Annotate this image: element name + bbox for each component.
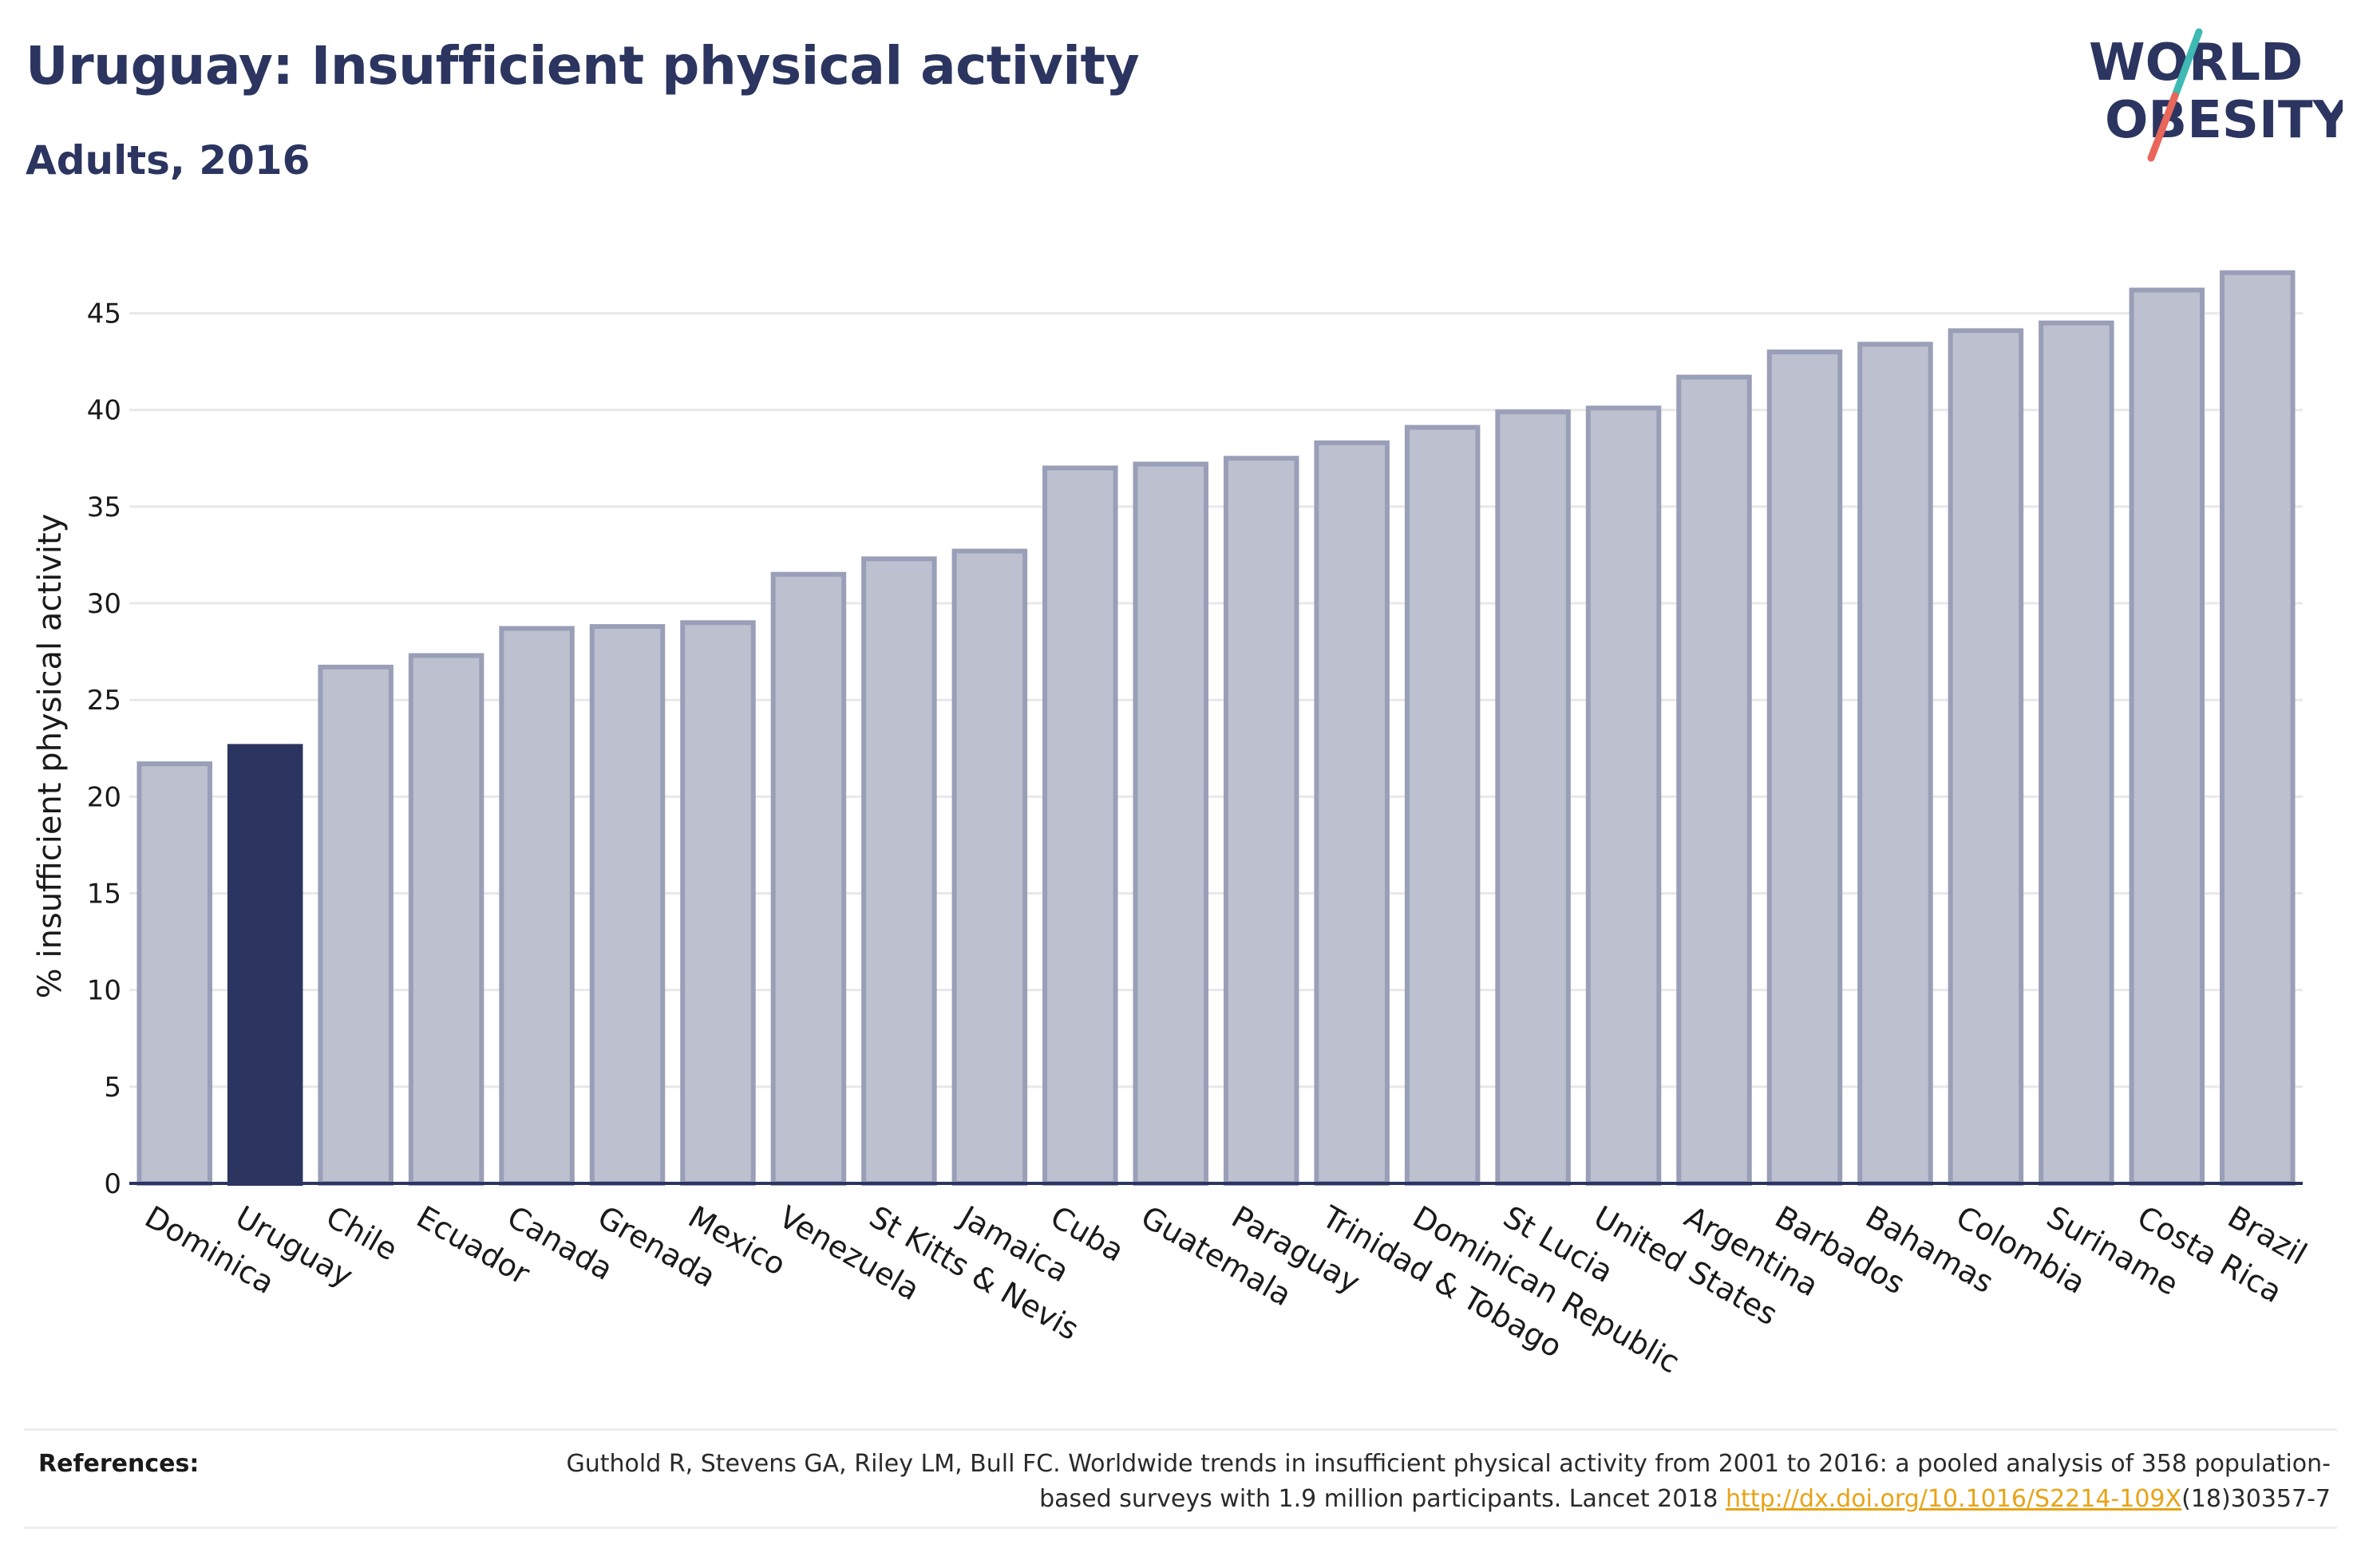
chart-subtitle: Adults, 2016 [26, 137, 310, 184]
y-axis-label: % insufficient physical activity [32, 514, 69, 999]
y-tick-label: 20 [87, 781, 121, 813]
bar-costa-rica [2129, 287, 2205, 1186]
reference-citation: Guthold R, Stevens GA, Riley LM, Bull FC… [495, 1447, 2331, 1517]
bar-cuba [1042, 465, 1118, 1186]
references-label: References: [38, 1450, 200, 1478]
bar-grenada [589, 624, 666, 1186]
gridlines [129, 312, 2303, 1088]
world-obesity-logo: WORLD OBESITY [2087, 24, 2350, 168]
y-tick-labels: 0 5 10 15 20 25 30 35 40 45 [87, 298, 121, 1200]
reference-text: Guthold R, Stevens GA, Riley LM, Bull FC… [566, 1450, 2331, 1513]
bar-st-lucia [1495, 409, 1571, 1186]
y-tick-label: 15 [87, 879, 121, 910]
y-tick-label: 10 [87, 975, 121, 1007]
y-tick-label: 25 [87, 685, 121, 717]
bar-colombia [1948, 328, 2024, 1187]
bar-mexico [680, 620, 756, 1186]
y-tick-label: 30 [87, 588, 121, 620]
bars [136, 270, 2296, 1187]
logo-text-obesity: OBESITY [2105, 91, 2343, 150]
bar-trinidad-tobago [1314, 440, 1390, 1186]
y-tick-label: 35 [87, 492, 121, 523]
bar-united-states [1585, 405, 1662, 1187]
bar-uruguay [227, 744, 303, 1186]
y-tick-label: 0 [104, 1168, 121, 1200]
bar-dominica [136, 761, 212, 1186]
reference-text-suffix: (18)30357-7 [2181, 1485, 2331, 1513]
bar-bahamas [1857, 342, 1933, 1186]
bar-paraguay [1223, 456, 1299, 1186]
bar-ecuador [408, 653, 484, 1186]
y-tick-label: 45 [87, 298, 121, 330]
bar-brazil [2220, 270, 2296, 1186]
chart-title: Uruguay: Insufficient physical activity [26, 35, 1140, 97]
bar-st-kitts-nevis [861, 556, 937, 1186]
bar-canada [499, 626, 575, 1186]
logo-slash-teal [2171, 28, 2203, 100]
bar-venezuela [770, 571, 847, 1186]
bar-dominican-republic [1404, 425, 1481, 1186]
y-tick-label: 5 [104, 1072, 121, 1104]
bar-jamaica [951, 548, 1028, 1186]
bar-guatemala [1133, 461, 1209, 1186]
reference-doi-link[interactable]: http://dx.doi.org/10.1016/S2214-109X [1726, 1485, 2182, 1513]
bar-suriname [2039, 320, 2114, 1187]
bar-barbados [1766, 350, 1843, 1186]
logo-slash-coral [2147, 92, 2179, 162]
y-tick-label: 40 [87, 395, 121, 427]
bar-argentina [1676, 374, 1752, 1186]
bar-chile [318, 665, 394, 1186]
references-section: References: Guthold R, Stevens GA, Riley… [24, 1428, 2337, 1529]
